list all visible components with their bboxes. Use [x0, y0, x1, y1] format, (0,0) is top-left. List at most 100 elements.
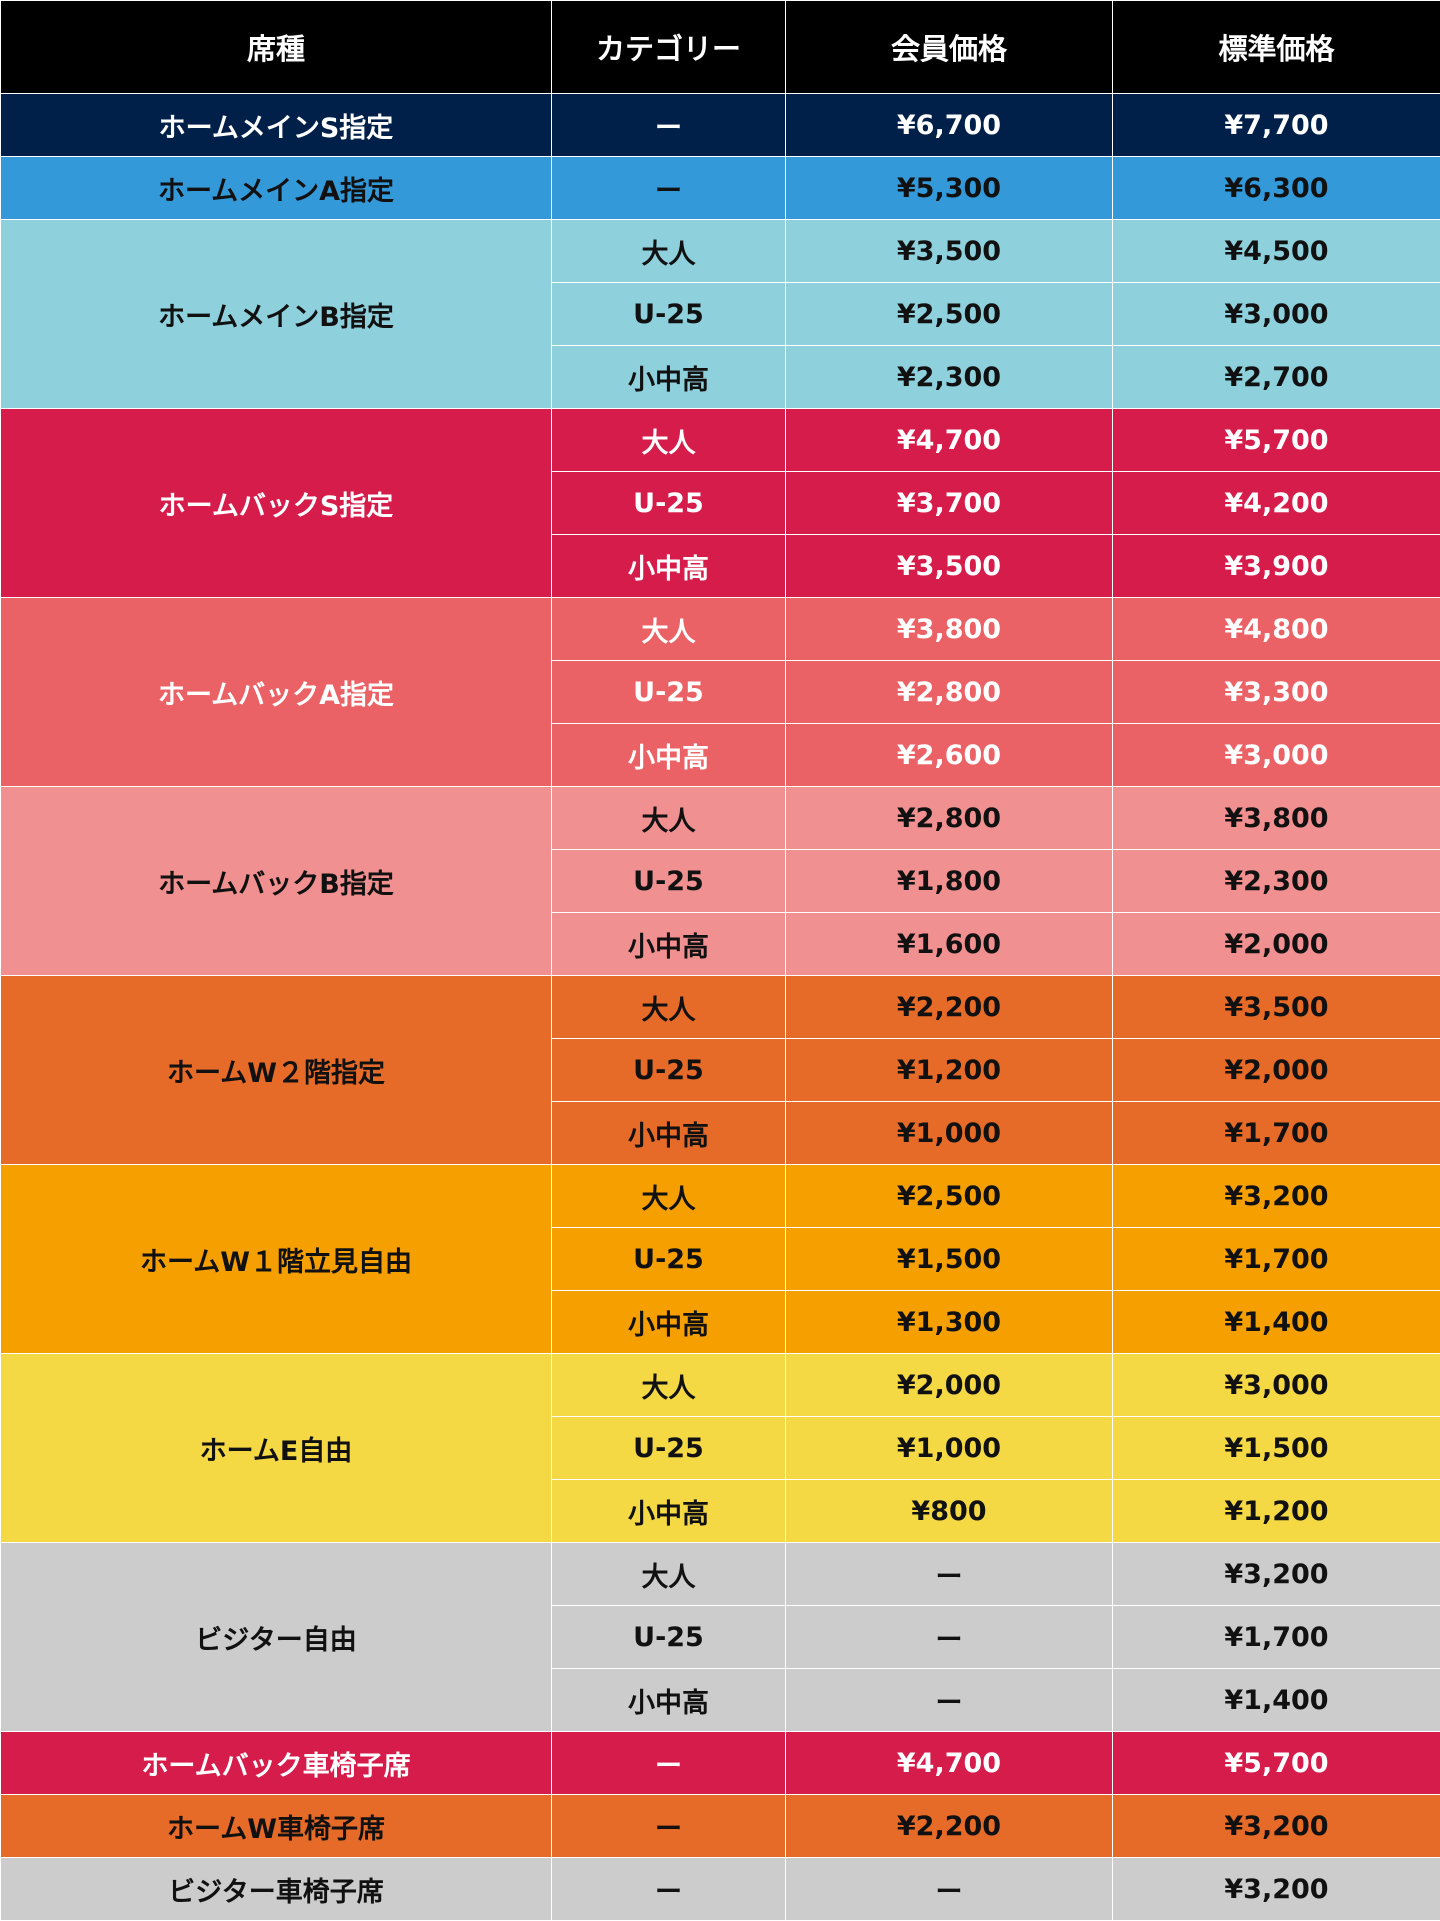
category-cell: U-25	[552, 283, 786, 346]
member-price-cell: ¥1,000	[786, 1417, 1113, 1480]
table-row: ホームメインB指定大人¥3,500¥4,500	[1, 220, 1440, 283]
table-row: ホームW車椅子席ー¥2,200¥3,200	[1, 1795, 1440, 1858]
category-cell: 小中高	[552, 913, 786, 976]
category-cell: U-25	[552, 472, 786, 535]
category-cell: ー	[552, 94, 786, 157]
header-cell: カテゴリー	[552, 1, 786, 94]
category-cell: 小中高	[552, 1480, 786, 1543]
standard-price-cell: ¥3,200	[1113, 1795, 1440, 1858]
seat-cell: ホームE自由	[1, 1354, 552, 1543]
standard-price-cell: ¥1,400	[1113, 1669, 1440, 1732]
standard-price-cell: ¥3,200	[1113, 1858, 1440, 1921]
standard-price-cell: ¥4,800	[1113, 598, 1440, 661]
header-cell: 席種	[1, 1, 552, 94]
table-row: ホームメインA指定ー¥5,300¥6,300	[1, 157, 1440, 220]
member-price-cell: ー	[786, 1669, 1113, 1732]
standard-price-cell: ¥1,700	[1113, 1228, 1440, 1291]
table-row: ホームメインS指定ー¥6,700¥7,700	[1, 94, 1440, 157]
header-row: 席種カテゴリー会員価格標準価格	[1, 1, 1440, 94]
standard-price-cell: ¥3,000	[1113, 1354, 1440, 1417]
category-cell: U-25	[552, 661, 786, 724]
member-price-cell: ¥2,300	[786, 346, 1113, 409]
member-price-cell: ー	[786, 1543, 1113, 1606]
category-cell: 小中高	[552, 346, 786, 409]
member-price-cell: ¥2,800	[786, 661, 1113, 724]
member-price-cell: ¥800	[786, 1480, 1113, 1543]
category-cell: 大人	[552, 409, 786, 472]
category-cell: 小中高	[552, 535, 786, 598]
standard-price-cell: ¥1,500	[1113, 1417, 1440, 1480]
member-price-cell: ¥1,800	[786, 850, 1113, 913]
category-cell: 小中高	[552, 1291, 786, 1354]
standard-price-cell: ¥3,800	[1113, 787, 1440, 850]
category-cell: ー	[552, 1795, 786, 1858]
member-price-cell: ¥4,700	[786, 409, 1113, 472]
table-row: ホームE自由大人¥2,000¥3,000	[1, 1354, 1440, 1417]
member-price-cell: ¥2,000	[786, 1354, 1113, 1417]
standard-price-cell: ¥2,700	[1113, 346, 1440, 409]
category-cell: U-25	[552, 1606, 786, 1669]
seat-cell: ホームW１階立見自由	[1, 1165, 552, 1354]
category-cell: 大人	[552, 1543, 786, 1606]
category-cell: ー	[552, 1858, 786, 1921]
member-price-cell: ¥2,500	[786, 283, 1113, 346]
standard-price-cell: ¥6,300	[1113, 157, 1440, 220]
seat-cell: ホームW車椅子席	[1, 1795, 552, 1858]
standard-price-cell: ¥3,200	[1113, 1543, 1440, 1606]
member-price-cell: ¥1,500	[786, 1228, 1113, 1291]
seat-cell: ホームバックS指定	[1, 409, 552, 598]
standard-price-cell: ¥5,700	[1113, 1732, 1440, 1795]
table-row: ビジター車椅子席ーー¥3,200	[1, 1858, 1440, 1921]
standard-price-cell: ¥1,700	[1113, 1606, 1440, 1669]
member-price-cell: ¥2,200	[786, 976, 1113, 1039]
category-cell: U-25	[552, 1228, 786, 1291]
member-price-cell: ¥2,500	[786, 1165, 1113, 1228]
category-cell: 大人	[552, 976, 786, 1039]
standard-price-cell: ¥2,000	[1113, 1039, 1440, 1102]
member-price-cell: ¥1,600	[786, 913, 1113, 976]
category-cell: 大人	[552, 220, 786, 283]
category-cell: U-25	[552, 1039, 786, 1102]
table-row: ビジター自由大人ー¥3,200	[1, 1543, 1440, 1606]
seat-cell: ホームメインA指定	[1, 157, 552, 220]
standard-price-cell: ¥4,500	[1113, 220, 1440, 283]
seat-cell: ホームバックA指定	[1, 598, 552, 787]
table-row: ホームW２階指定大人¥2,200¥3,500	[1, 976, 1440, 1039]
seat-cell: ビジター車椅子席	[1, 1858, 552, 1921]
category-cell: U-25	[552, 850, 786, 913]
table-row: ホームW１階立見自由大人¥2,500¥3,200	[1, 1165, 1440, 1228]
member-price-cell: ¥3,800	[786, 598, 1113, 661]
standard-price-cell: ¥2,300	[1113, 850, 1440, 913]
member-price-cell: ¥1,000	[786, 1102, 1113, 1165]
standard-price-cell: ¥5,700	[1113, 409, 1440, 472]
table-row: ホームバックS指定大人¥4,700¥5,700	[1, 409, 1440, 472]
standard-price-cell: ¥1,200	[1113, 1480, 1440, 1543]
member-price-cell: ¥3,500	[786, 220, 1113, 283]
category-cell: 大人	[552, 1354, 786, 1417]
member-price-cell: ¥2,800	[786, 787, 1113, 850]
standard-price-cell: ¥3,900	[1113, 535, 1440, 598]
table-row: ホームバック車椅子席ー¥4,700¥5,700	[1, 1732, 1440, 1795]
category-cell: ー	[552, 1732, 786, 1795]
header-cell: 会員価格	[786, 1, 1113, 94]
table-row: ホームバックB指定大人¥2,800¥3,800	[1, 787, 1440, 850]
category-cell: 小中高	[552, 1669, 786, 1732]
category-cell: U-25	[552, 1417, 786, 1480]
table-row: ホームバックA指定大人¥3,800¥4,800	[1, 598, 1440, 661]
category-cell: 小中高	[552, 724, 786, 787]
standard-price-cell: ¥1,400	[1113, 1291, 1440, 1354]
category-cell: 小中高	[552, 1102, 786, 1165]
member-price-cell: ¥5,300	[786, 157, 1113, 220]
seat-cell: ホームバック車椅子席	[1, 1732, 552, 1795]
standard-price-cell: ¥3,000	[1113, 283, 1440, 346]
member-price-cell: ¥1,300	[786, 1291, 1113, 1354]
member-price-cell: ¥6,700	[786, 94, 1113, 157]
member-price-cell: ¥3,500	[786, 535, 1113, 598]
table-header: 席種カテゴリー会員価格標準価格	[1, 1, 1440, 94]
category-cell: 大人	[552, 787, 786, 850]
header-cell: 標準価格	[1113, 1, 1440, 94]
category-cell: ー	[552, 157, 786, 220]
